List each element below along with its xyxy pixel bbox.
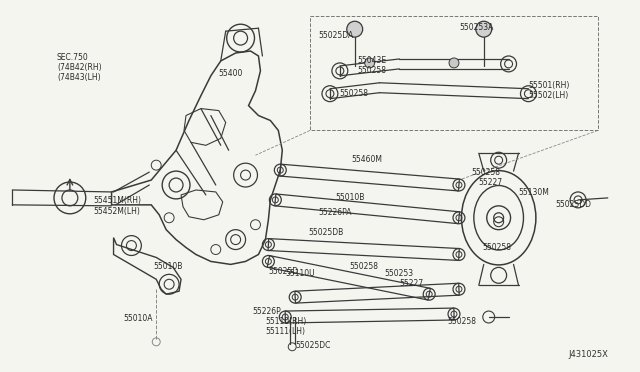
- Text: 55226PA: 55226PA: [318, 208, 351, 217]
- Text: 55451M(RH): 55451M(RH): [93, 196, 141, 205]
- Circle shape: [347, 21, 363, 37]
- Text: 55452M(LH): 55452M(LH): [93, 207, 141, 216]
- Text: 550253: 550253: [385, 269, 413, 278]
- Text: 55502(LH): 55502(LH): [529, 91, 569, 100]
- Text: 55460M: 55460M: [352, 155, 383, 164]
- Text: J431025X: J431025X: [568, 350, 608, 359]
- Text: 550258: 550258: [471, 168, 500, 177]
- Text: 550258: 550258: [447, 317, 476, 326]
- Circle shape: [365, 58, 374, 68]
- Text: 55025D: 55025D: [268, 267, 298, 276]
- Text: 550258: 550258: [358, 66, 387, 75]
- Text: SEC.750: SEC.750: [57, 53, 89, 62]
- Text: 550258: 550258: [350, 262, 379, 272]
- Text: 55043E: 55043E: [358, 56, 387, 65]
- Text: 550258: 550258: [340, 89, 369, 98]
- Text: (74B42(RH): (74B42(RH): [57, 63, 102, 72]
- Text: 55130M: 55130M: [518, 188, 549, 197]
- Text: 55226P: 55226P: [253, 307, 281, 316]
- Text: 55227: 55227: [399, 279, 424, 288]
- Text: 55025DB: 55025DB: [308, 228, 343, 237]
- Text: 55010B: 55010B: [153, 262, 182, 272]
- Text: 55400: 55400: [219, 69, 243, 78]
- Text: 55025DC: 55025DC: [295, 341, 331, 350]
- Text: 55110U: 55110U: [285, 269, 315, 278]
- Text: 55501(RH): 55501(RH): [529, 81, 570, 90]
- Text: 55010A: 55010A: [124, 314, 153, 323]
- Text: 55111(LH): 55111(LH): [266, 327, 305, 336]
- Text: 55010B: 55010B: [335, 193, 364, 202]
- Text: 55110(RH): 55110(RH): [266, 317, 307, 326]
- Text: 55227: 55227: [479, 178, 503, 187]
- Text: 55025DD: 55025DD: [556, 200, 591, 209]
- Text: (74B43(LH): (74B43(LH): [57, 73, 100, 82]
- Text: 550253A: 550253A: [459, 23, 493, 32]
- Text: 550258: 550258: [483, 243, 512, 251]
- Circle shape: [449, 58, 459, 68]
- Circle shape: [476, 21, 492, 37]
- Text: 55025DA: 55025DA: [318, 31, 353, 40]
